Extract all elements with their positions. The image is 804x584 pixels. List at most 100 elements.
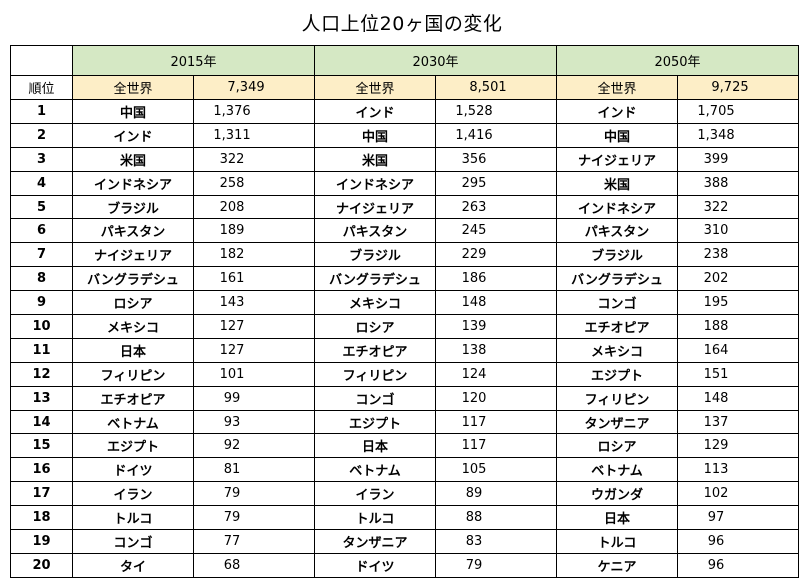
country-2030: トルコ xyxy=(314,505,436,531)
country-2030: エジプト xyxy=(314,409,436,435)
country-2030: コンゴ xyxy=(314,385,436,411)
country-2030: タンザニア xyxy=(314,529,436,554)
rank-cell: 14 xyxy=(10,409,73,435)
population-2050: 195 xyxy=(677,290,799,316)
population-2030: 229 xyxy=(435,242,557,268)
country-2015: インド xyxy=(72,122,194,148)
population-2030: 1,528 xyxy=(435,99,557,124)
country-2030: ベトナム xyxy=(314,457,436,483)
population-2015: 161 xyxy=(193,266,315,292)
population-2050: 129 xyxy=(677,433,799,459)
table-row: 13 エチオピア 99 コンゴ 120 フィリピン 148 xyxy=(10,385,799,411)
rank-cell: 1 xyxy=(10,99,73,124)
world-total-2030: 8,501 xyxy=(435,75,557,100)
population-2050: 388 xyxy=(677,170,799,196)
country-2050: 中国 xyxy=(556,122,678,148)
table-row: 20 タイ 68 ドイツ 79 ケニア 96 xyxy=(10,552,799,578)
country-2050: タンザニア xyxy=(556,409,678,435)
rank-header: 順位 xyxy=(10,75,73,100)
rank-cell: 20 xyxy=(10,552,73,578)
country-2050: エジプト xyxy=(556,361,678,387)
world-total-2015: 7,349 xyxy=(193,75,315,100)
country-2030: インド xyxy=(314,99,436,124)
population-2030: 139 xyxy=(435,314,557,339)
country-2015: ロシア xyxy=(72,290,194,316)
population-2030: 1,416 xyxy=(435,122,557,148)
population-2015: 189 xyxy=(193,218,315,244)
population-2015: 81 xyxy=(193,457,315,483)
population-2030: 88 xyxy=(435,505,557,531)
rank-cell: 10 xyxy=(10,314,73,339)
table-row: 8 バングラデシュ 161 バングラデシュ 186 バングラデシュ 202 xyxy=(10,266,799,292)
population-2050: 96 xyxy=(677,552,799,578)
rank-cell: 15 xyxy=(10,433,73,459)
country-2050: ブラジル xyxy=(556,242,678,268)
population-2050: 151 xyxy=(677,361,799,387)
table-row: 7 ナイジェリア 182 ブラジル 229 ブラジル 238 xyxy=(10,242,799,268)
population-2015: 127 xyxy=(193,337,315,363)
population-2030: 83 xyxy=(435,529,557,554)
population-2050: 399 xyxy=(677,146,799,172)
table-row: 1 中国 1,376 インド 1,528 インド 1,705 xyxy=(10,99,799,124)
rank-cell: 7 xyxy=(10,242,73,268)
table-row: 15 エジプト 92 日本 117 ロシア 129 xyxy=(10,433,799,459)
country-2050: ケニア xyxy=(556,552,678,578)
rank-cell: 9 xyxy=(10,290,73,316)
country-2050: パキスタン xyxy=(556,218,678,244)
country-2050: エチオピア xyxy=(556,314,678,339)
rank-cell: 12 xyxy=(10,361,73,387)
population-2030: 105 xyxy=(435,457,557,483)
population-2050: 97 xyxy=(677,505,799,531)
population-2015: 68 xyxy=(193,552,315,578)
population-2015: 79 xyxy=(193,481,315,507)
country-2015: エジプト xyxy=(72,433,194,459)
country-2015: フィリピン xyxy=(72,361,194,387)
year-header-row: 2015年 2030年 2050年 xyxy=(10,45,799,76)
year-header-2050: 2050年 xyxy=(556,45,799,76)
country-2050: フィリピン xyxy=(556,385,678,411)
table-row: 19 コンゴ 77 タンザニア 83 トルコ 96 xyxy=(10,529,799,554)
country-2030: ロシア xyxy=(314,314,436,339)
population-2050: 202 xyxy=(677,266,799,292)
population-2030: 245 xyxy=(435,218,557,244)
country-2030: イラン xyxy=(314,481,436,507)
page-title: 人口上位20ヶ国の変化 xyxy=(301,13,503,35)
year-header-2015: 2015年 xyxy=(72,45,315,76)
rank-cell: 6 xyxy=(10,218,73,244)
country-2050: 日本 xyxy=(556,505,678,531)
country-2050: コンゴ xyxy=(556,290,678,316)
table-row: 18 トルコ 79 トルコ 88 日本 97 xyxy=(10,505,799,531)
country-2050: トルコ xyxy=(556,529,678,554)
population-2015: 93 xyxy=(193,409,315,435)
country-2015: 中国 xyxy=(72,99,194,124)
country-2050: メキシコ xyxy=(556,337,678,363)
table-row: 4 インドネシア 258 インドネシア 295 米国 388 xyxy=(10,170,799,196)
country-2050: ウガンダ xyxy=(556,481,678,507)
country-2015: コンゴ xyxy=(72,529,194,554)
population-2015: 79 xyxy=(193,505,315,531)
country-2030: インドネシア xyxy=(314,170,436,196)
country-2015: ナイジェリア xyxy=(72,242,194,268)
population-2030: 120 xyxy=(435,385,557,411)
table-row: 12 フィリピン 101 フィリピン 124 エジプト 151 xyxy=(10,361,799,387)
population-2030: 138 xyxy=(435,337,557,363)
table-row: 5 ブラジル 208 ナイジェリア 263 インドネシア 322 xyxy=(10,194,799,220)
corner-cell xyxy=(10,45,73,76)
world-total-2050: 9,725 xyxy=(677,75,799,100)
country-2015: パキスタン xyxy=(72,218,194,244)
population-2050: 238 xyxy=(677,242,799,268)
population-2030: 117 xyxy=(435,433,557,459)
population-2050: 148 xyxy=(677,385,799,411)
population-2050: 96 xyxy=(677,529,799,554)
population-2015: 127 xyxy=(193,314,315,339)
population-2015: 143 xyxy=(193,290,315,316)
population-2050: 164 xyxy=(677,337,799,363)
table-row: 10 メキシコ 127 ロシア 139 エチオピア 188 xyxy=(10,314,799,339)
table-row: 2 インド 1,311 中国 1,416 中国 1,348 xyxy=(10,122,799,148)
population-2030: 186 xyxy=(435,266,557,292)
population-2015: 258 xyxy=(193,170,315,196)
country-2015: 米国 xyxy=(72,146,194,172)
country-2050: ロシア xyxy=(556,433,678,459)
population-2015: 101 xyxy=(193,361,315,387)
population-2050: 1,705 xyxy=(677,99,799,124)
